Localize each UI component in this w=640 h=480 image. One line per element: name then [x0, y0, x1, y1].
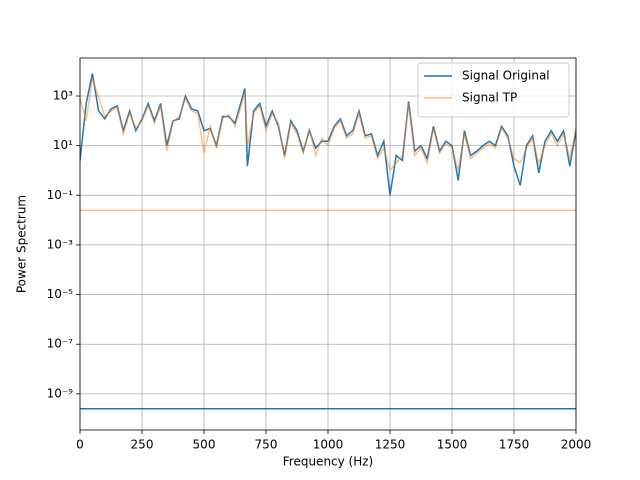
y-tick-label: 10⁻³ — [47, 237, 74, 251]
y-tick-label: 10³ — [53, 89, 73, 103]
legend-box — [417, 62, 570, 118]
x-tick-label: 1750 — [499, 438, 530, 452]
y-tick-label: 10¹ — [53, 138, 73, 152]
x-tick-label: 2000 — [561, 438, 592, 452]
legend-label: Signal Original — [462, 69, 550, 83]
y-tick-label: 10⁻⁹ — [47, 386, 74, 400]
x-tick-label: 750 — [255, 438, 278, 452]
x-tick-label: 0 — [76, 438, 84, 452]
legend-label: Signal TP — [462, 91, 517, 105]
x-axis-label: Frequency (Hz) — [283, 455, 374, 469]
y-tick-label: 10⁻⁷ — [47, 337, 74, 351]
x-tick-label: 1500 — [437, 438, 468, 452]
x-tick-label: 250 — [131, 438, 154, 452]
x-tick-label: 500 — [193, 438, 216, 452]
y-tick-label: 10⁻¹ — [47, 188, 74, 202]
y-axis-label: Power Spectrum — [15, 195, 29, 293]
x-tick-label: 1250 — [375, 438, 406, 452]
series-line — [80, 78, 576, 211]
x-tick-label: 1000 — [313, 438, 344, 452]
plot-frame — [79, 57, 577, 431]
y-tick-label: 10⁻⁵ — [47, 287, 74, 301]
